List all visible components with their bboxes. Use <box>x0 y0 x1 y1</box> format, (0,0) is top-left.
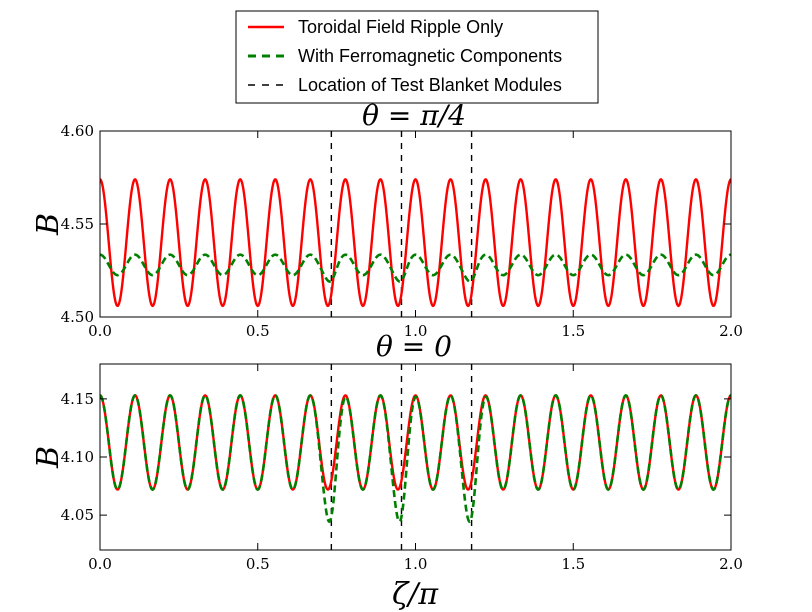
y-tick-label: 4.50 <box>61 308 94 326</box>
y-tick-label: 4.60 <box>61 122 94 140</box>
x-tick-label: 1.5 <box>561 322 585 340</box>
y-axis-label: B <box>31 213 66 236</box>
legend: Toroidal Field Ripple Only With Ferromag… <box>235 10 599 104</box>
x-axis-label: ζ/π <box>392 577 439 612</box>
y-tick-label: 4.10 <box>61 448 94 466</box>
series-toroidal-ripple <box>99 394 732 491</box>
x-tick-label: 0.5 <box>246 322 270 340</box>
x-tick-label: 1.5 <box>561 555 585 573</box>
x-tick-label: 0.5 <box>246 555 270 573</box>
legend-frame <box>235 10 599 104</box>
legend-label-tbm: Location of Test Blanket Modules <box>298 75 562 95</box>
series-ferromagnetic <box>99 393 732 524</box>
x-tick-label: 1.0 <box>404 555 428 573</box>
x-tick-label: 2.0 <box>719 322 743 340</box>
series-group <box>99 393 732 524</box>
tbm-location-lines <box>330 364 473 550</box>
tick-group: 0.0 0.5 1.0 1.5 2.0 4.05 4.10 4.15 <box>61 364 743 573</box>
legend-label-toroidal: Toroidal Field Ripple Only <box>298 17 503 37</box>
x-tick-label: 1.0 <box>404 322 428 340</box>
plot-frame <box>99 130 732 318</box>
subplot-title: θ = 0 <box>376 330 452 363</box>
series-group <box>99 177 732 308</box>
series-ferromagnetic <box>99 253 732 283</box>
y-tick-label: 4.55 <box>61 215 94 233</box>
x-tick-label: 0.0 <box>88 555 112 573</box>
y-axis-label: B <box>31 446 66 469</box>
tick-group: 0.0 0.5 1.0 1.5 2.0 4.50 4.55 4.60 <box>61 122 743 340</box>
x-tick-label: 2.0 <box>719 555 743 573</box>
subplot-title: θ = π/4 <box>362 99 466 132</box>
y-tick-label: 4.05 <box>61 506 94 524</box>
y-tick-label: 4.15 <box>61 390 94 408</box>
series-toroidal-ripple <box>99 177 732 308</box>
subplot-theta-pi-over-4: θ = π/4 0.0 0.5 1.0 1.5 2.0 4.50 4.55 4.60 B <box>31 99 743 340</box>
legend-label-ferromagnetic: With Ferromagnetic Components <box>298 46 562 66</box>
subplot-theta-0: θ = 0 0.0 0.5 1.0 1.5 2.0 4.05 4.10 4.15 B ζ/π <box>31 330 743 612</box>
x-tick-label: 0.0 <box>88 322 112 340</box>
